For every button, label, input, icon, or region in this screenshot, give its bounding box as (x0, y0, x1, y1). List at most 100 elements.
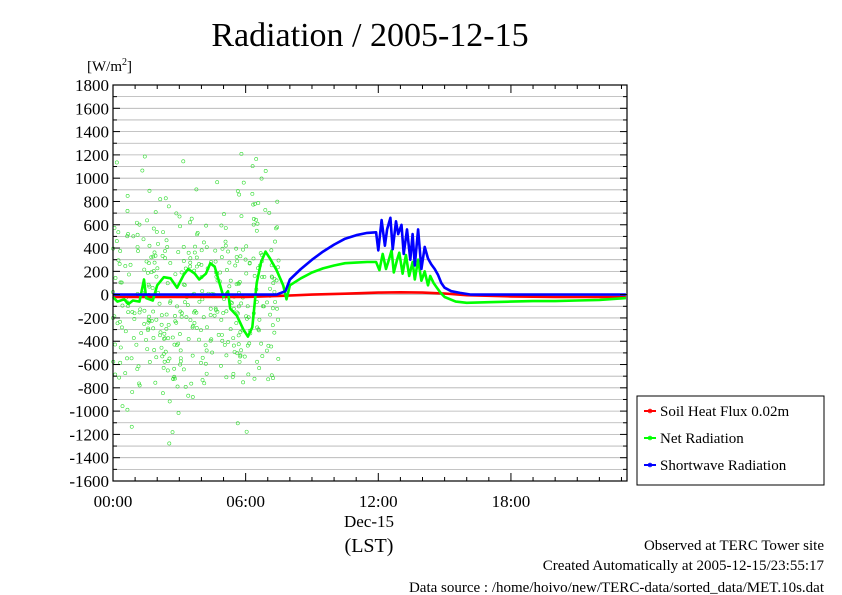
scatter-point (247, 261, 252, 266)
y-tick-label: 800 (84, 192, 110, 211)
scatter-point (131, 234, 136, 239)
scatter-point (226, 249, 230, 254)
scatter-point (163, 249, 167, 253)
scatter-point (163, 349, 168, 354)
scatter-point (188, 260, 193, 265)
scatter-point (142, 322, 147, 326)
scatter-point (154, 317, 159, 322)
scatter-point (190, 395, 195, 399)
scatter-point (126, 232, 130, 236)
scatter-point (149, 270, 154, 275)
scatter-point (151, 336, 156, 340)
scatter-point (137, 222, 142, 227)
scatter-point (199, 360, 203, 365)
scatter-point (165, 245, 170, 249)
scatter-point (166, 322, 171, 327)
scatter-point (113, 372, 118, 377)
scatter-point (275, 306, 279, 311)
scatter-point (260, 354, 265, 358)
scatter-point (154, 355, 159, 360)
scatter-point (239, 151, 244, 156)
scatter-point (138, 307, 143, 312)
scatter-point (188, 220, 192, 225)
scatter-point (186, 337, 191, 341)
y-tick-label: 400 (84, 239, 110, 258)
scatter-point (251, 222, 256, 227)
scatter-point (166, 336, 171, 341)
scatter-point (257, 328, 261, 333)
scatter-point (181, 245, 186, 249)
scatter-point (251, 216, 256, 221)
scatter-point (168, 261, 173, 265)
scatter-point (157, 301, 162, 306)
x-tick-label: 00:00 (94, 492, 133, 511)
scatter-point (120, 303, 125, 308)
scatter-point (129, 356, 134, 361)
scatter-point (273, 239, 277, 244)
scatter-point (200, 289, 205, 294)
scatter-point (153, 380, 158, 385)
scatter-point (254, 217, 258, 222)
scatter-point (252, 376, 257, 381)
created-timestamp-text: Created Automatically at 2005-12-15/23:5… (543, 558, 825, 574)
scatter-point (168, 299, 173, 304)
y-unit-base: [W/m (87, 59, 122, 75)
scatter-point (272, 330, 277, 335)
y-tick-label: 0 (101, 286, 110, 305)
scatter-point (197, 337, 201, 342)
scatter-point (238, 353, 243, 358)
scatter-point (162, 359, 167, 364)
scatter-point (227, 260, 232, 265)
scatter-point (269, 344, 274, 349)
scatter-point (153, 210, 158, 215)
scatter-point (172, 366, 177, 371)
scatter-point (113, 276, 118, 280)
scatter-point (197, 262, 201, 266)
scatter-point (181, 159, 186, 164)
scatter-point (174, 320, 179, 325)
chart-title: Radiation / 2005-12-15 (211, 17, 528, 54)
scatter-point (142, 154, 147, 159)
scatter-point (258, 251, 263, 256)
scatter-point (268, 312, 272, 317)
scatter-point (125, 234, 130, 239)
scatter-point (239, 301, 244, 306)
scatter-point (149, 255, 154, 260)
scatter-point (252, 201, 257, 206)
scatter-point (213, 306, 218, 311)
net-radiation-scatter (111, 151, 281, 446)
scatter-point (174, 211, 179, 216)
scatter-point (179, 270, 184, 275)
scatter-point (255, 359, 259, 364)
scatter-point (147, 243, 152, 248)
scatter-point (144, 337, 148, 342)
scatter-point (170, 430, 175, 435)
scatter-point (161, 230, 165, 235)
scatter-point (255, 325, 260, 330)
scatter-point (172, 342, 177, 347)
scatter-point (154, 230, 159, 234)
scatter-point (161, 391, 165, 396)
scatter-point (194, 187, 199, 192)
y-tick-label: -1200 (69, 425, 109, 444)
scatter-point (220, 338, 225, 343)
scatter-point (222, 212, 226, 216)
y-tick-label: -400 (78, 332, 109, 351)
shortwave-radiation-line (113, 216, 626, 296)
scatter-point (188, 256, 193, 261)
scatter-point (243, 257, 248, 262)
scatter-point (260, 275, 264, 279)
scatter-point (151, 269, 156, 273)
scatter-point (155, 266, 160, 271)
scatter-point (147, 261, 151, 266)
scatter-point (194, 264, 199, 269)
scatter-point (185, 303, 190, 307)
scatter-point (175, 304, 179, 309)
scatter-point (173, 376, 177, 381)
scatter-point (173, 314, 177, 318)
legend-marker (647, 408, 653, 414)
scatter-point (237, 359, 242, 364)
scatter-point (118, 319, 122, 324)
scatter-point (147, 314, 151, 319)
scatter-point (127, 272, 131, 277)
